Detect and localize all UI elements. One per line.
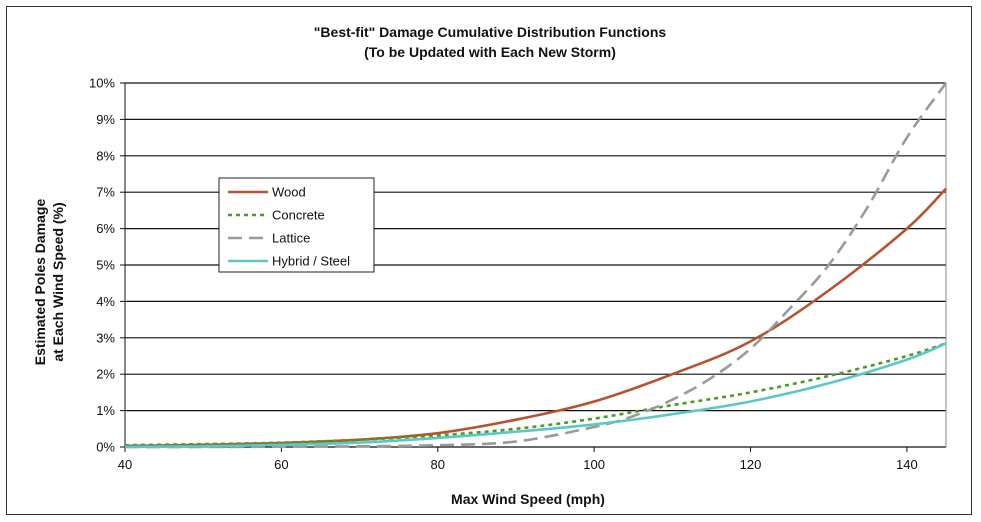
x-tick-labels: 40 60 80 100 120 140	[118, 457, 918, 472]
y-axis-title: Estimated Poles Damage at Each Wind Spee…	[32, 199, 66, 366]
chart-title-line-1: "Best-fit" Damage Cumulative Distributio…	[314, 24, 667, 40]
y-tick-label: 2%	[96, 367, 115, 382]
legend: Wood Concrete Lattice Hybrid / Steel	[218, 177, 375, 273]
chart-title-line-2: (To be Updated with Each New Storm)	[364, 44, 616, 60]
x-tick-label: 40	[118, 457, 132, 472]
legend-box	[218, 177, 375, 273]
y-tick-label: 3%	[96, 330, 115, 345]
legend-label: Concrete	[272, 208, 325, 223]
chart-frame	[6, 6, 972, 515]
y-tick-label: 10%	[89, 76, 115, 91]
series-line-lattice	[124, 82, 948, 449]
y-tick-label: 5%	[96, 258, 115, 273]
x-tick-label: 140	[896, 457, 918, 472]
legend-label: Wood	[272, 185, 306, 200]
series-line-concrete	[124, 342, 947, 447]
x-tick-label: 60	[274, 457, 288, 472]
x-tick-label: 120	[740, 457, 762, 472]
y-tick-label: 9%	[96, 112, 115, 127]
series-layer	[124, 82, 948, 449]
y-tick-label: 8%	[96, 148, 115, 163]
y-tick-label: 4%	[96, 294, 115, 309]
y-tick-label: 6%	[96, 221, 115, 236]
y-axis-title-line-2: at Each Wind Speed (%)	[50, 202, 66, 361]
x-tick-label: 80	[431, 457, 445, 472]
y-tick-labels: 0% 1% 2% 3% 4% 5% 6% 7% 8% 9% 10%	[89, 76, 115, 455]
y-tick-label: 1%	[96, 403, 115, 418]
x-tick-label: 100	[583, 457, 605, 472]
y-tick-label: 0%	[96, 440, 115, 455]
y-tick-label: 7%	[96, 185, 115, 200]
x-axis-title: Max Wind Speed (mph)	[451, 491, 605, 507]
legend-label: Hybrid / Steel	[272, 254, 350, 269]
legend-label: Lattice	[272, 231, 310, 246]
y-axis-title-line-1: Estimated Poles Damage	[32, 199, 48, 366]
legend-entries: Wood Concrete Lattice Hybrid / Steel	[228, 185, 350, 269]
series-line-hybrid-steel	[124, 342, 947, 449]
